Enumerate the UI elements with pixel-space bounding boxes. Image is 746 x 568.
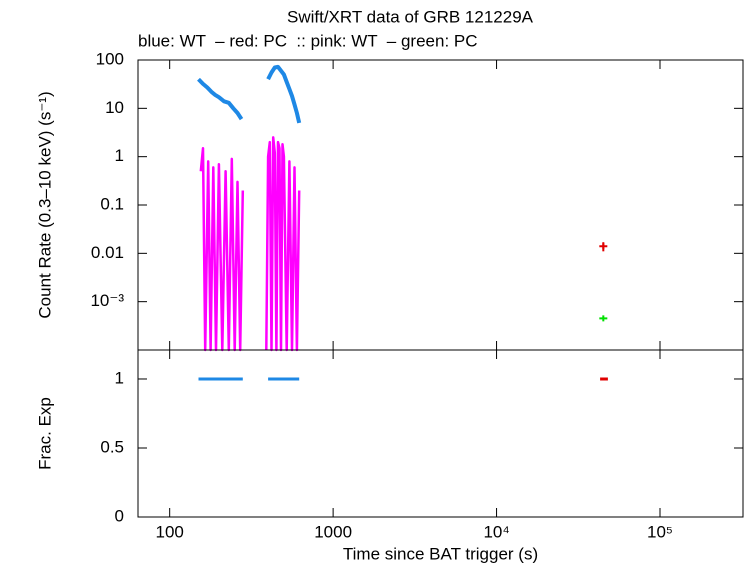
x-axis-label: Time since BAT trigger (s) xyxy=(343,544,538,563)
y-tick-label: 1 xyxy=(115,368,124,387)
y-tick-label: 10⁻³ xyxy=(90,291,124,310)
series-line xyxy=(197,64,302,124)
x-tick-label: 1000 xyxy=(314,522,352,541)
y-tick-label: 0.01 xyxy=(91,243,124,262)
y-tick-label: 10 xyxy=(105,98,124,117)
y-tick-label: 0 xyxy=(115,506,124,525)
data-point xyxy=(599,315,608,322)
series-line xyxy=(199,136,301,352)
y-tick-label: 0.1 xyxy=(100,194,124,213)
chart-title: Swift/XRT data of GRB 121229A xyxy=(287,7,534,26)
legend-text: blue: WT – red: PC :: pink: WT – green: … xyxy=(138,31,478,50)
x-tick-label: 10⁵ xyxy=(647,522,673,541)
y-tick-label: 0.5 xyxy=(100,437,124,456)
y-axis-label: Count Rate (0.3–10 keV) (s⁻¹) xyxy=(35,91,54,318)
plot-frame xyxy=(137,349,744,518)
y-tick-label: 1 xyxy=(115,146,124,165)
y-axis-label: Frac. Exp xyxy=(35,397,54,470)
y-tick-label: 100 xyxy=(96,49,124,68)
x-tick-label: 100 xyxy=(155,522,183,541)
x-tick-label: 10⁴ xyxy=(483,522,509,541)
